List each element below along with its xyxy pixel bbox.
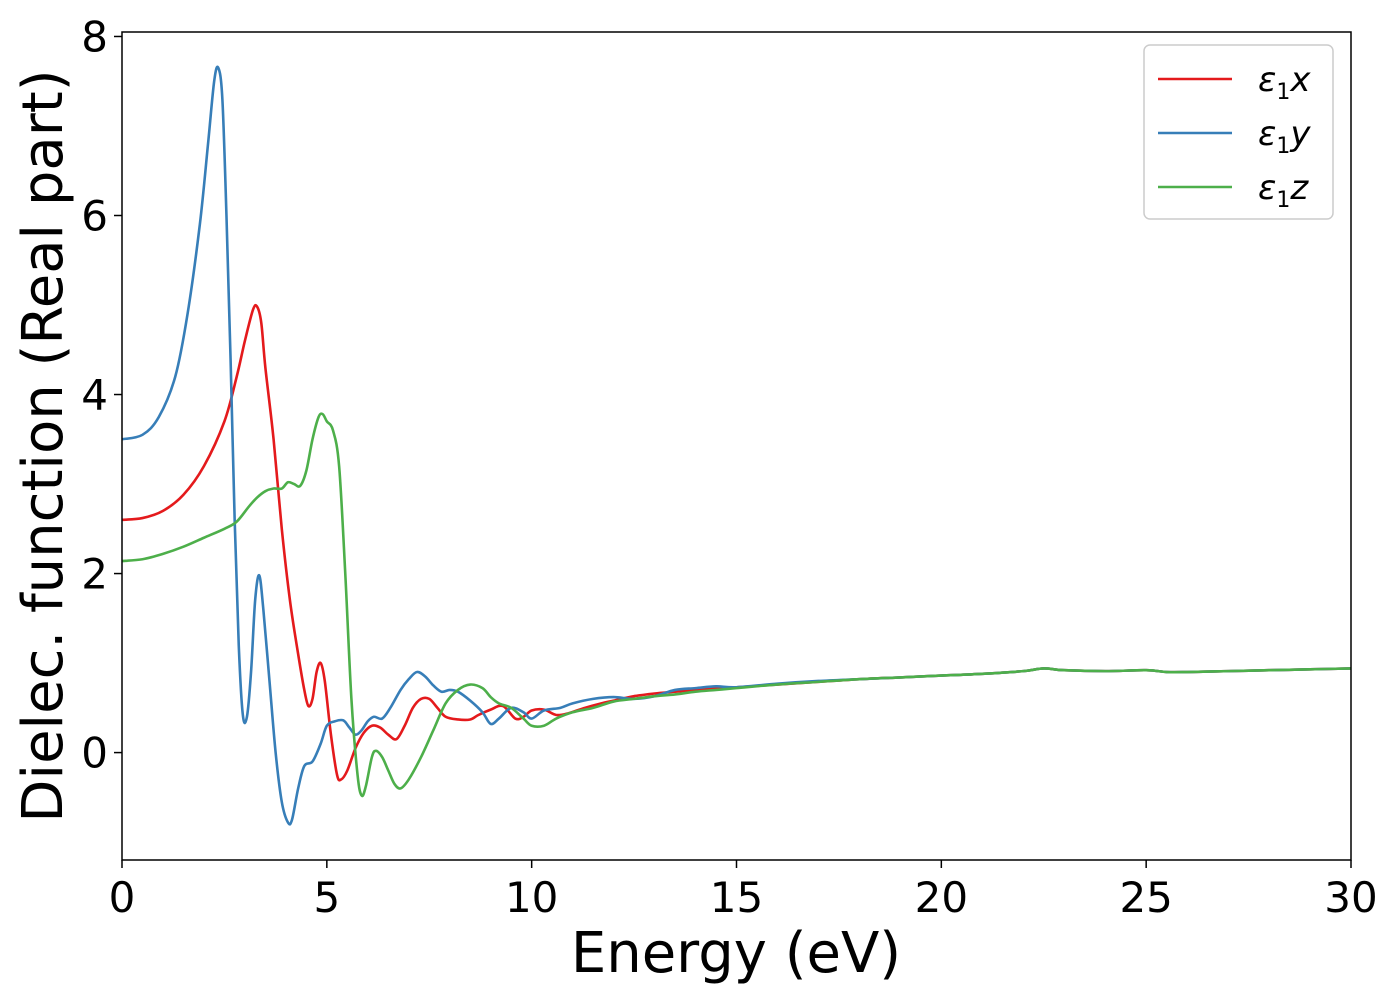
- x-tick-label: 25: [1119, 873, 1172, 922]
- x-tick-label: 0: [109, 873, 136, 922]
- y-axis: 0 2 4 6 8: [81, 12, 122, 778]
- legend: ε1x ε1y ε1z: [1143, 44, 1334, 220]
- y-tick-label: 2: [81, 550, 108, 599]
- x-tick-label: 30: [1324, 873, 1377, 922]
- y-tick-label: 4: [81, 371, 108, 420]
- legend-entry-z: ε1z: [1258, 168, 1309, 213]
- y-axis-label: Dielec. function (Real part): [11, 69, 76, 822]
- legend-entry-y: ε1y: [1258, 114, 1311, 159]
- x-tick-label: 5: [313, 873, 340, 922]
- series-layer: [122, 65, 1351, 826]
- x-tick-label: 15: [710, 873, 763, 922]
- series-line-x: [122, 303, 1351, 782]
- y-tick-label: 6: [81, 192, 108, 241]
- x-tick-label: 20: [915, 873, 968, 922]
- x-tick-label: 10: [505, 873, 558, 922]
- y-tick-label: 8: [81, 12, 108, 61]
- legend-box: [1143, 44, 1334, 220]
- legend-entry-x: ε1x: [1258, 60, 1311, 105]
- y-tick-label: 0: [81, 729, 108, 778]
- x-axis-label: Energy (eV): [571, 921, 901, 986]
- series-line-z: [122, 412, 1351, 798]
- x-axis: 0 5 10 15 20 25 30: [109, 860, 1378, 922]
